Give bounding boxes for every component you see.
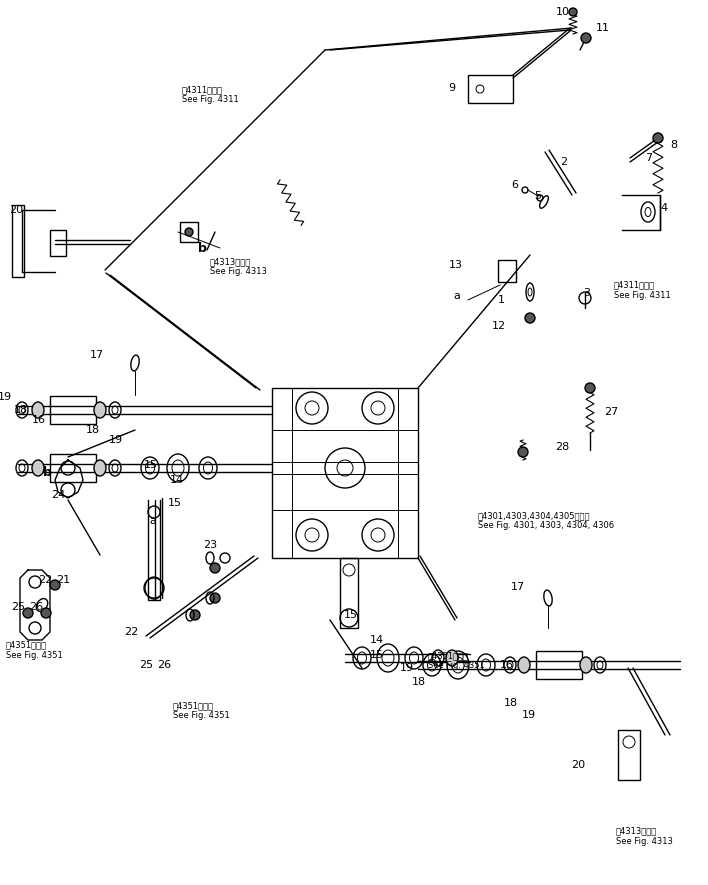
Circle shape	[585, 383, 595, 393]
Text: 第4311図参照: 第4311図参照	[614, 281, 655, 289]
Ellipse shape	[32, 402, 44, 418]
Text: 25: 25	[11, 602, 25, 612]
Text: 26: 26	[29, 602, 43, 612]
Circle shape	[518, 447, 528, 457]
Text: 16: 16	[32, 415, 46, 425]
Text: See Fig. 4351: See Fig. 4351	[173, 712, 230, 720]
Ellipse shape	[446, 650, 458, 666]
Text: 15: 15	[144, 460, 158, 470]
Text: 第4311図参照: 第4311図参照	[182, 86, 223, 95]
Text: 27: 27	[604, 407, 618, 417]
Text: See Fig. 4313: See Fig. 4313	[210, 267, 267, 276]
Bar	[12, 205, 24, 277]
Bar	[50, 396, 96, 424]
Text: 18: 18	[14, 405, 28, 415]
Circle shape	[569, 8, 577, 16]
Text: 25: 25	[139, 660, 153, 670]
Text: 第4301,4303,4304,4305図参照: 第4301,4303,4304,4305図参照	[478, 512, 590, 520]
Bar	[340, 558, 358, 628]
Text: 15: 15	[344, 610, 358, 620]
Text: 17: 17	[511, 582, 525, 592]
Text: 17: 17	[90, 350, 104, 360]
Text: 18: 18	[86, 425, 100, 435]
Text: 22: 22	[124, 627, 138, 637]
Circle shape	[210, 593, 220, 603]
Ellipse shape	[94, 402, 106, 418]
Text: 18: 18	[412, 677, 426, 687]
Text: 3: 3	[583, 288, 590, 298]
Circle shape	[581, 33, 591, 43]
Text: a: a	[149, 516, 156, 526]
Text: 19: 19	[0, 392, 12, 402]
Text: 20: 20	[571, 760, 585, 770]
Text: 15: 15	[168, 498, 182, 508]
Text: 16: 16	[500, 660, 514, 670]
Text: 4: 4	[660, 203, 667, 213]
Text: 14: 14	[370, 635, 384, 645]
Circle shape	[210, 563, 220, 573]
Text: 10: 10	[556, 7, 570, 17]
Text: See Fig. 4313: See Fig. 4313	[616, 836, 673, 845]
Bar	[498, 260, 516, 282]
Text: See Fig. 4311: See Fig. 4311	[614, 290, 670, 299]
Text: See Fig. 4311: See Fig. 4311	[182, 96, 239, 104]
Circle shape	[23, 608, 33, 618]
Circle shape	[653, 133, 663, 143]
Circle shape	[185, 228, 193, 236]
Text: See Fig. 4351: See Fig. 4351	[6, 650, 63, 659]
Text: 22: 22	[38, 575, 52, 585]
Bar	[468, 75, 513, 103]
Ellipse shape	[518, 657, 530, 673]
Text: 第4351図参照: 第4351図参照	[173, 702, 214, 711]
Text: 11: 11	[596, 23, 610, 33]
Circle shape	[525, 313, 535, 323]
Text: 24: 24	[51, 490, 65, 500]
Text: 26: 26	[157, 660, 171, 670]
Text: 12: 12	[492, 321, 506, 331]
Bar	[180, 222, 198, 242]
Text: 18: 18	[504, 698, 518, 708]
Text: 15: 15	[370, 650, 384, 660]
Text: 第4351図参照: 第4351図参照	[428, 651, 469, 660]
Text: 19: 19	[522, 710, 536, 720]
Text: 20: 20	[9, 205, 23, 215]
Bar	[50, 230, 66, 256]
Text: 19: 19	[109, 435, 123, 445]
Bar	[618, 730, 640, 780]
Circle shape	[190, 610, 200, 620]
Text: 第4313図参照: 第4313図参照	[616, 827, 657, 835]
Text: 1: 1	[498, 295, 505, 305]
Ellipse shape	[32, 460, 44, 476]
Text: 8: 8	[670, 140, 677, 150]
Ellipse shape	[94, 460, 106, 476]
Text: See Fig. 4351: See Fig. 4351	[428, 661, 485, 671]
Circle shape	[50, 580, 60, 590]
Text: 28: 28	[555, 442, 569, 452]
Text: 6: 6	[511, 180, 518, 190]
Circle shape	[41, 608, 51, 618]
Text: 13: 13	[449, 260, 463, 270]
Text: 第4313図参照: 第4313図参照	[210, 258, 251, 266]
Bar	[536, 651, 582, 679]
Text: 7: 7	[645, 153, 652, 163]
Text: 19: 19	[400, 663, 414, 673]
Text: 第4351図参照: 第4351図参照	[6, 641, 47, 650]
Text: See Fig. 4301, 4303, 4304, 4306: See Fig. 4301, 4303, 4304, 4306	[478, 521, 614, 530]
Text: 2: 2	[560, 157, 567, 167]
Text: 14: 14	[170, 475, 184, 485]
Text: b: b	[198, 242, 207, 255]
Text: 23: 23	[203, 540, 217, 550]
Text: 21: 21	[56, 575, 70, 585]
Text: 9: 9	[448, 83, 455, 93]
Bar	[50, 454, 96, 482]
Ellipse shape	[580, 657, 592, 673]
Text: b: b	[43, 466, 52, 479]
Text: 5: 5	[534, 191, 541, 201]
Text: a: a	[453, 291, 460, 301]
